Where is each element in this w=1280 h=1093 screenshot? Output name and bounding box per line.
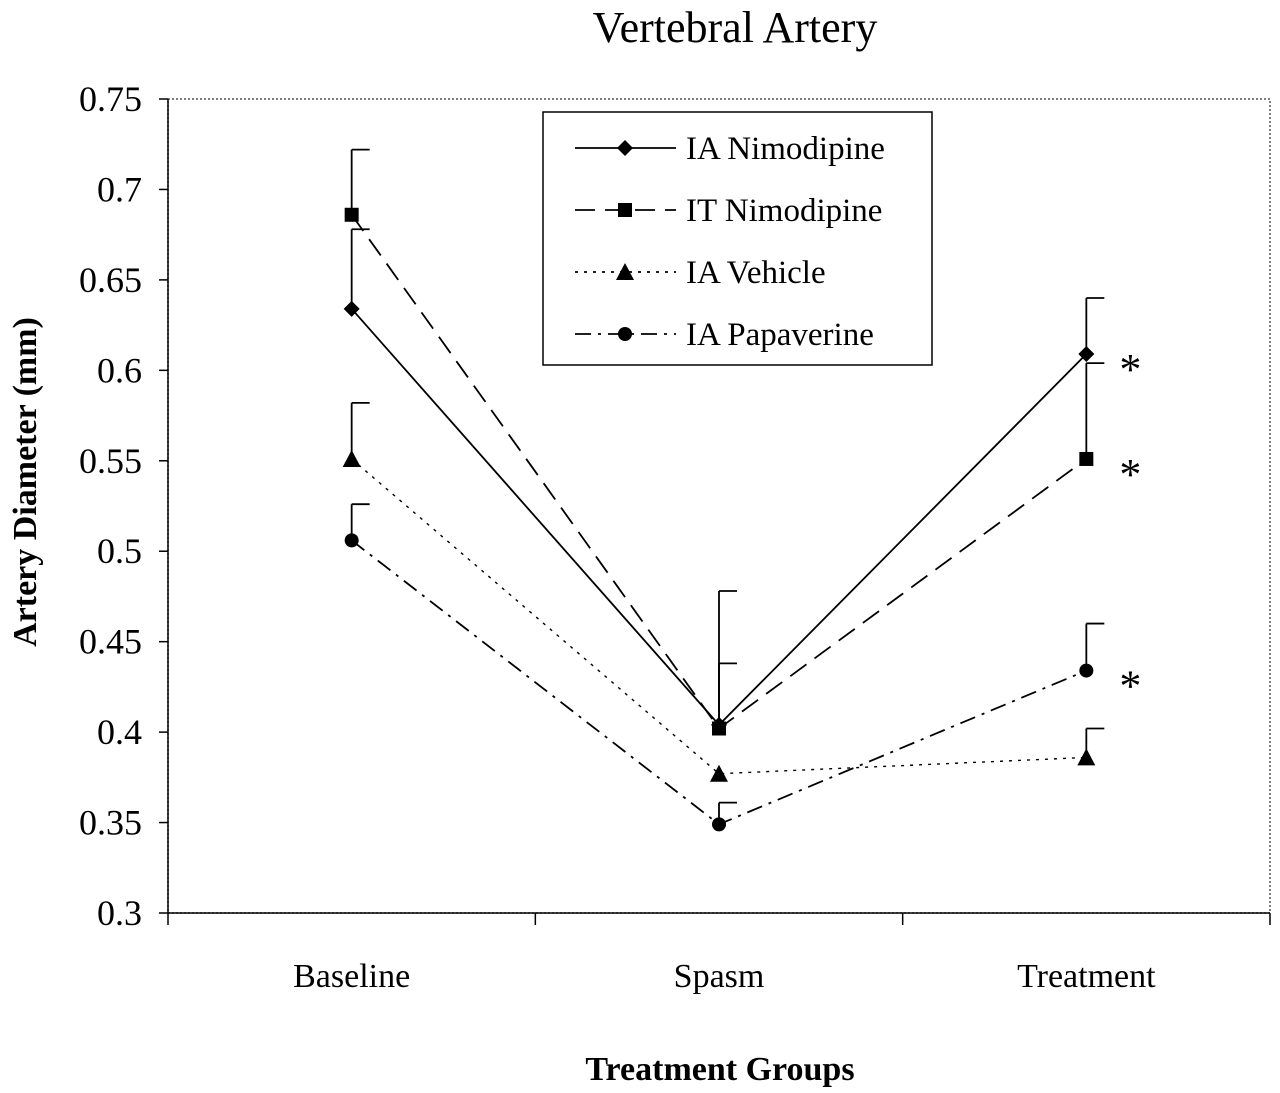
significance-markers: * * * [1119,345,1141,711]
legend-marker [618,327,632,341]
data-point [1077,748,1096,766]
y-tick-label: 0.7 [97,169,142,209]
y-tick-label: 0.75 [79,79,142,119]
x-axis-title: Treatment Groups [585,1051,854,1088]
y-tick-label: 0.4 [97,712,142,752]
data-point [712,721,726,736]
significance-marker: * [1119,345,1141,394]
legend-marker [618,203,632,217]
data-point [1079,663,1094,678]
legend-marker [616,263,634,280]
y-tick-label: 0.6 [97,350,142,390]
data-point [1079,451,1094,466]
legend-box [542,111,933,366]
data-point [712,817,726,832]
x-tick-label: Baseline [293,958,410,995]
legend-label: IT Nimodipine [686,193,882,229]
x-tick-label: Spasm [674,958,765,995]
significance-marker: * [1119,662,1141,711]
chart-title: Vertebral Artery [593,3,878,52]
legend-label: IA Papaverine [686,317,874,353]
significance-marker: * [1119,450,1141,499]
legend-marker [617,140,633,156]
data-point [343,300,360,317]
legend-label: IA Vehicle [686,255,826,291]
data-point [1078,346,1095,363]
data-point [342,449,361,467]
data-point [344,207,359,222]
y-tick-label: 0.55 [79,441,142,481]
y-axis-title: Artery Diameter (mm) [7,317,44,647]
y-tick-label: 0.3 [97,893,142,933]
series-markers [342,207,1096,832]
y-tick-label: 0.5 [97,531,142,571]
x-tick-label: Treatment [1017,958,1156,995]
axes: 0.75 0.7 0.65 0.6 0.55 0.5 0.45 0.4 0.35 0.3 Basel… [79,79,1271,995]
legend-label: IA Nimodipine [686,131,885,167]
data-point [710,764,728,782]
y-tick-label: 0.65 [79,260,142,300]
y-tick-label: 0.45 [79,622,142,662]
y-tick-label: 0.35 [79,803,142,843]
legend: IA Nimodipine IT Nimodipine IA Vehicle IA P… [542,111,933,366]
data-point [344,533,359,548]
